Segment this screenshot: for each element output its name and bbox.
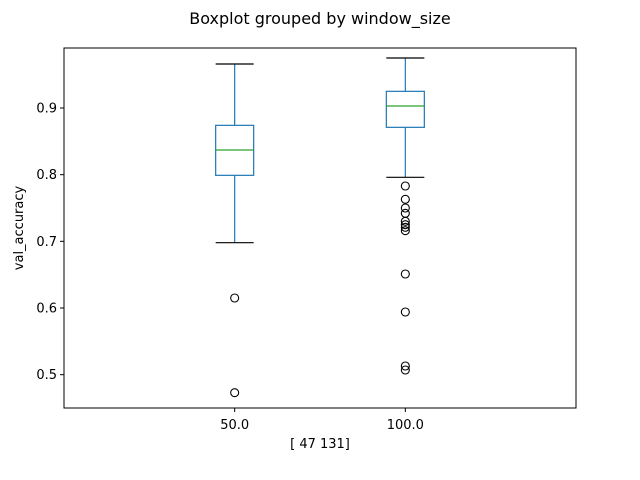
- chart-title: Boxplot grouped by window_size: [189, 9, 450, 29]
- y-tick-label: 0.8: [36, 168, 57, 183]
- outlier-point: [400, 194, 410, 204]
- y-tick-label: 0.9: [36, 102, 57, 117]
- outlier-point: [400, 203, 410, 213]
- y-tick-label: 0.5: [36, 368, 57, 383]
- outlier-point: [400, 208, 410, 218]
- outlier-point: [400, 269, 410, 279]
- outlier-point: [400, 216, 410, 226]
- outlier-point: [400, 226, 410, 236]
- outlier-point: [400, 181, 410, 191]
- y-tick-label: 0.6: [36, 302, 57, 317]
- outlier-point: [400, 361, 410, 371]
- outlier-point: [400, 307, 410, 317]
- outlier-point: [400, 220, 410, 230]
- outlier-point: [230, 293, 240, 303]
- y-axis-label: val_accuracy: [12, 185, 27, 270]
- x-tick-label: 50.0: [220, 418, 249, 433]
- y-tick-label: 0.7: [36, 235, 57, 250]
- outlier-point: [230, 388, 240, 398]
- x-tick-label: 100.0: [387, 418, 424, 433]
- axes-frame: [63, 47, 577, 409]
- outlier-point: [400, 365, 410, 375]
- x-axis-label: [ 47 131]: [290, 437, 350, 452]
- box: [385, 90, 425, 128]
- outlier-point: [400, 222, 410, 232]
- plot-area: [215, 57, 425, 398]
